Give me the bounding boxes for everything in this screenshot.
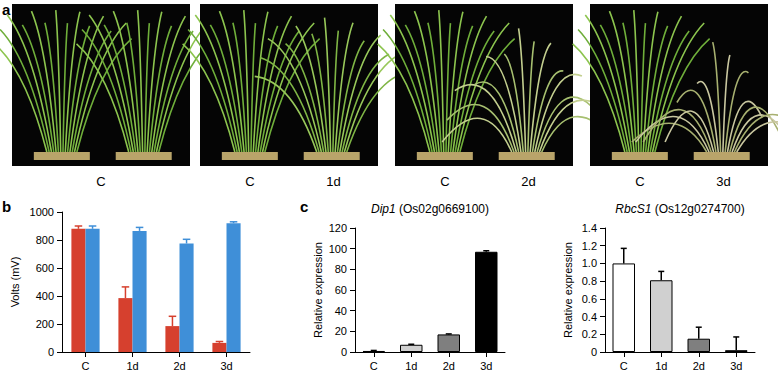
svg-text:0: 0 [341, 346, 347, 358]
svg-text:Relative expression: Relative expression [562, 242, 574, 338]
svg-text:2d: 2d [173, 360, 185, 372]
svg-text:C: C [440, 174, 449, 189]
svg-text:0.6: 0.6 [582, 293, 597, 305]
svg-text:0.2: 0.2 [582, 328, 597, 340]
svg-text:C: C [245, 174, 254, 189]
svg-text:(Os12g0274700): (Os12g0274700) [651, 202, 744, 216]
svg-text:2d: 2d [443, 360, 455, 372]
svg-text:2d: 2d [693, 360, 705, 372]
svg-text:2d: 2d [521, 174, 535, 189]
svg-text:3d: 3d [716, 174, 730, 189]
svg-text:C: C [635, 174, 644, 189]
svg-text:C: C [96, 174, 105, 189]
svg-text:400: 400 [36, 290, 54, 302]
svg-text:b: b [2, 198, 11, 215]
svg-text:0: 0 [48, 346, 54, 358]
svg-text:100: 100 [329, 243, 347, 255]
svg-text:1.0: 1.0 [582, 257, 597, 269]
svg-text:1000: 1000 [30, 206, 54, 218]
svg-text:Relative expression: Relative expression [312, 242, 324, 338]
svg-text:0: 0 [591, 346, 597, 358]
svg-text:800: 800 [36, 234, 54, 246]
svg-text:c: c [300, 198, 308, 215]
svg-text:200: 200 [36, 318, 54, 330]
svg-text:Volts (mV): Volts (mV) [9, 257, 21, 308]
svg-text:C: C [620, 360, 628, 372]
svg-text:20: 20 [335, 325, 347, 337]
svg-text:1.2: 1.2 [582, 240, 597, 252]
svg-text:1.4: 1.4 [582, 222, 597, 234]
svg-text:3d: 3d [730, 360, 742, 372]
svg-text:3d: 3d [220, 360, 232, 372]
svg-text:RbcS1: RbcS1 [615, 202, 651, 216]
svg-text:80: 80 [335, 263, 347, 275]
svg-text:600: 600 [36, 262, 54, 274]
svg-text:C: C [370, 360, 378, 372]
svg-text:120: 120 [329, 222, 347, 234]
svg-text:0.4: 0.4 [582, 311, 597, 323]
svg-text:1d: 1d [126, 360, 138, 372]
svg-text:1d: 1d [655, 360, 667, 372]
svg-text:a: a [2, 1, 11, 18]
svg-text:Dip1: Dip1 [371, 202, 396, 216]
svg-text:0.8: 0.8 [582, 275, 597, 287]
svg-text:60: 60 [335, 284, 347, 296]
svg-text:(Os02g0669100): (Os02g0669100) [396, 202, 489, 216]
svg-text:1d: 1d [326, 174, 340, 189]
svg-text:3d: 3d [480, 360, 492, 372]
svg-text:C: C [82, 360, 90, 372]
svg-text:40: 40 [335, 305, 347, 317]
svg-text:1d: 1d [405, 360, 417, 372]
